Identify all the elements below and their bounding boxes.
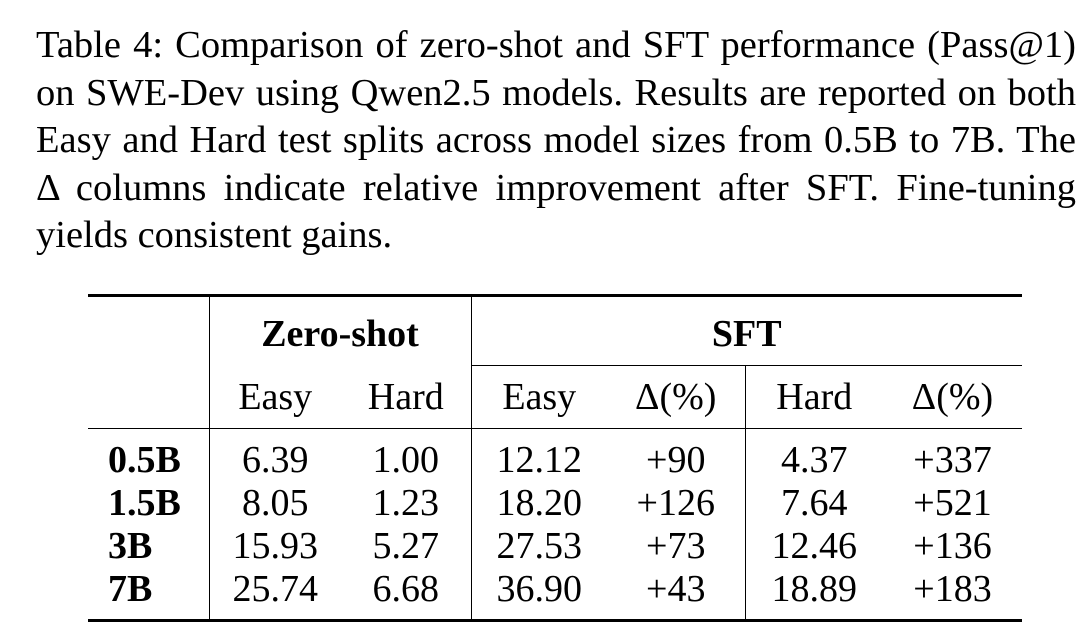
table-cell: 6.68: [372, 568, 440, 610]
col-header: Δ(%): [883, 365, 1023, 429]
model-size: 1.5B: [108, 482, 181, 524]
table-row: 7B 25.74 6.68 36.90 +43 18.89 +183: [88, 568, 1023, 621]
model-size: 3B: [108, 525, 153, 567]
table-cell: +337: [913, 439, 992, 481]
zero-shot-header: Zero-shot: [208, 295, 471, 366]
corner-cell: [88, 296, 209, 366]
model-size: 7B: [108, 568, 153, 610]
table-cell: 6.39: [208, 428, 341, 482]
table-cell: 27.53: [470, 525, 607, 568]
model-size: 0.5B: [108, 439, 181, 481]
col-header: Hard: [744, 365, 883, 429]
table-cell: 7.64: [744, 482, 883, 525]
table-cell: 25.74: [208, 568, 341, 621]
table-caption: Table 4: Comparison of zero-shot and SFT…: [36, 24, 1076, 256]
table-cell: 1.23: [372, 482, 440, 524]
table-cell: +90: [646, 439, 706, 481]
table-cell: +521: [913, 482, 992, 524]
table-cell: 12.46: [744, 525, 883, 568]
table-row: 1.5B 8.05 1.23 18.20 +126 7.64 +521: [88, 482, 1022, 525]
table-cell: +183: [913, 568, 992, 610]
table-cell: 5.27: [372, 525, 440, 567]
results-table: Zero-shot SFT Easy Hard Easy Δ(%) Hard Δ…: [88, 294, 1023, 622]
table-cell: 4.37: [744, 428, 883, 482]
table-row: 3B 15.93 5.27 27.53 +73 12.46 +136: [88, 525, 1022, 568]
table-cell: +136: [913, 525, 992, 567]
table-cell: 8.05: [208, 482, 341, 525]
col-header: Δ(%): [607, 365, 745, 429]
table-cell: 18.89: [744, 568, 883, 621]
col-header: Easy: [470, 365, 607, 429]
col-header: Easy: [208, 365, 341, 429]
table-cell: +43: [646, 568, 706, 610]
table-row: 0.5B 6.39 1.00 12.12 +90 4.37 +337: [88, 428, 1022, 482]
table-cell: 36.90: [470, 568, 607, 621]
group-header-row: Zero-shot SFT: [88, 295, 1023, 366]
table-cell: 18.20: [470, 482, 607, 525]
col-header: Hard: [341, 365, 471, 429]
sft-header: SFT: [470, 295, 1023, 366]
table-cell: 1.00: [372, 439, 440, 481]
table-cell: +126: [636, 482, 715, 524]
table-cell: 12.12: [470, 428, 607, 482]
table-cell: +73: [646, 525, 706, 567]
sub-header-row: Easy Hard Easy Δ(%) Hard Δ(%): [88, 365, 1023, 429]
corner-cell: [88, 365, 209, 429]
table-cell: 15.93: [208, 525, 341, 568]
